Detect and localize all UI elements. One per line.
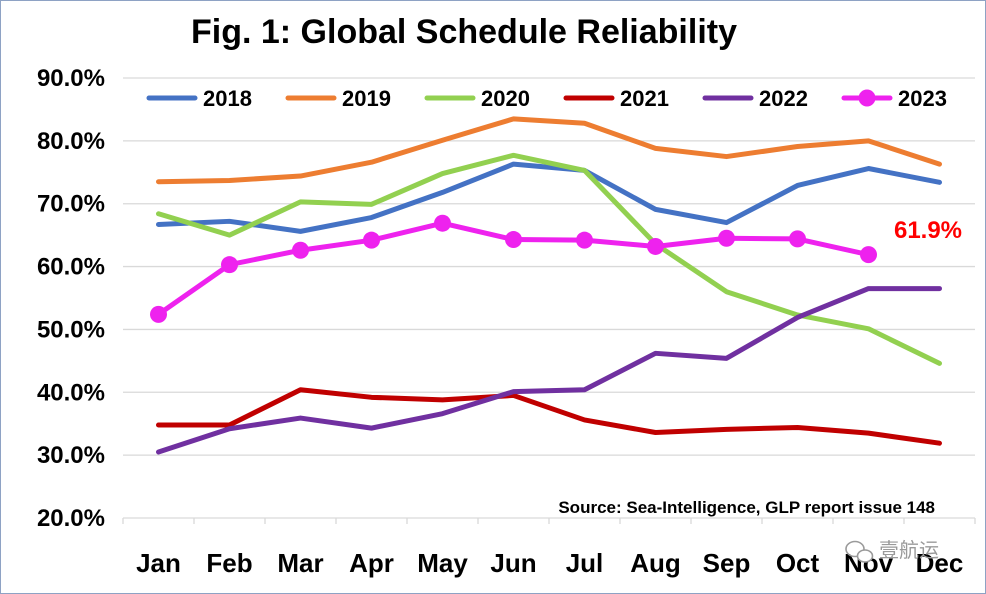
legend-label: 2023 <box>898 86 947 111</box>
data-point <box>718 229 735 247</box>
y-tick-label: 70.0% <box>37 191 105 218</box>
x-tick-label: Jul <box>566 548 604 578</box>
legend-marker <box>858 89 876 107</box>
legend-item-2020: 2020 <box>424 86 530 111</box>
y-tick-label: 60.0% <box>37 254 105 281</box>
x-tick-label: May <box>417 548 468 578</box>
y-tick-label: 20.0% <box>37 505 105 532</box>
grid-lines <box>123 77 975 456</box>
legend-label: 2022 <box>759 86 808 111</box>
series-2021 <box>156 387 942 446</box>
series-group <box>150 116 942 455</box>
data-point <box>150 305 167 323</box>
data-point <box>789 230 806 248</box>
legend-item-2018: 2018 <box>146 86 252 111</box>
y-tick-label: 50.0% <box>37 316 105 343</box>
legend-item-2022: 2022 <box>702 86 808 111</box>
source-note: Source: Sea-Intelligence, GLP report iss… <box>558 498 935 517</box>
x-tick-label: Mar <box>277 548 323 578</box>
series-line-2021 <box>156 387 942 446</box>
data-point <box>576 231 593 249</box>
x-tick-label: Sep <box>703 548 751 578</box>
legend-item-2023: 2023 <box>841 86 947 111</box>
watermark: 壹航运 <box>845 538 939 563</box>
x-tick-label: Apr <box>349 548 394 578</box>
data-point <box>292 241 309 259</box>
annotation-latest-value: 61.9% <box>894 217 962 244</box>
x-tick-label: Feb <box>206 548 252 578</box>
series-line-2018 <box>156 161 942 234</box>
legend-item-2019: 2019 <box>285 86 391 111</box>
watermark-text: 壹航运 <box>879 538 939 562</box>
legend-label: 2021 <box>620 86 669 111</box>
chart-title: Fig. 1: Global Schedule Reliability <box>191 13 737 51</box>
y-tick-label: 90.0% <box>37 65 105 92</box>
y-tick-label: 80.0% <box>37 128 105 155</box>
series-2023 <box>150 214 877 323</box>
legend-label: 2018 <box>203 86 252 111</box>
x-tick-label: Aug <box>630 548 681 578</box>
legend-label: 2020 <box>481 86 530 111</box>
data-point <box>434 214 451 232</box>
y-tick-label: 40.0% <box>37 379 105 406</box>
data-point <box>860 246 877 264</box>
x-tick-label: Jan <box>136 548 181 578</box>
series-line-2019 <box>156 116 942 185</box>
data-point <box>647 237 664 255</box>
x-tick-label: Jun <box>490 548 536 578</box>
data-point <box>221 256 238 274</box>
series-2018 <box>156 161 942 234</box>
y-tick-label: 30.0% <box>37 442 105 469</box>
wechat-icon <box>845 540 874 563</box>
data-point <box>505 231 522 249</box>
data-point <box>363 231 380 249</box>
legend-item-2021: 2021 <box>563 86 669 111</box>
series-line-2020 <box>156 152 942 366</box>
legend-label: 2019 <box>342 86 391 111</box>
x-tick-label: Dec <box>916 548 964 578</box>
y-axis: 20.0% 30.0% 40.0% 50.0% 60.0% 70.0% 80.0% 90.0% <box>37 65 105 532</box>
legend: 2018 2019 2020 2021 2022 2023 <box>146 86 947 111</box>
x-tick-label: Oct <box>776 548 820 578</box>
series-2022 <box>156 286 942 455</box>
x-axis: Jan Feb Mar Apr May Jun Jul Aug Sep Oct Nov Dec <box>122 517 976 578</box>
series-line-2022 <box>156 286 942 455</box>
series-2020 <box>156 152 942 366</box>
series-2019 <box>156 116 942 185</box>
